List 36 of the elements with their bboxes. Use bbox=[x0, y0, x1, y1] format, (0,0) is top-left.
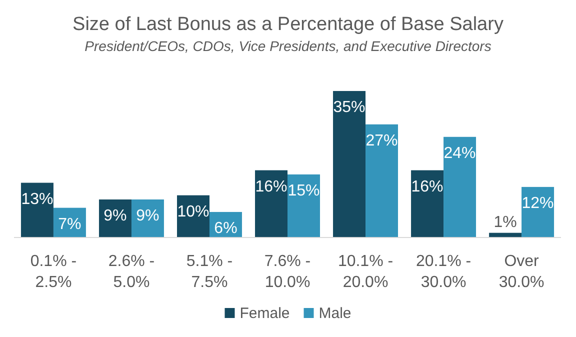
bar bbox=[288, 174, 320, 237]
bar bbox=[98, 199, 132, 237]
bar bbox=[333, 91, 366, 237]
bar bbox=[411, 170, 444, 237]
x-tick-label: 10.1% - 20.0% bbox=[338, 253, 394, 291]
bar bbox=[489, 232, 522, 237]
data-label: 10% bbox=[177, 203, 210, 220]
x-tick-label: 20.1% - 30.0% bbox=[416, 253, 472, 291]
data-label: 9% bbox=[104, 207, 127, 224]
x-tick-label: 7.6% - 10.0% bbox=[264, 253, 311, 291]
legend-label: Female bbox=[240, 305, 290, 322]
data-label: 13% bbox=[21, 190, 54, 208]
data-label: 1% bbox=[494, 214, 517, 231]
chart-subtitle: President/CEOs, CDOs, Vice Presidents, and Executive Directors bbox=[84, 38, 492, 54]
x-tick-label: Over 30.0% bbox=[498, 253, 544, 291]
x-tick-label: 0.1% - 2.5% bbox=[30, 253, 77, 291]
data-label: 27% bbox=[366, 132, 398, 150]
bar bbox=[255, 170, 288, 237]
data-label: 16% bbox=[255, 178, 288, 196]
bar bbox=[522, 186, 554, 237]
bar bbox=[444, 136, 476, 237]
data-label: 7% bbox=[58, 216, 82, 233]
legend-label: Male bbox=[318, 305, 352, 322]
data-label: 6% bbox=[214, 220, 238, 237]
data-label: 35% bbox=[333, 99, 366, 116]
data-label: 16% bbox=[411, 178, 444, 196]
x-tick-label: 2.6% - 5.0% bbox=[108, 253, 155, 291]
bar bbox=[131, 199, 164, 237]
data-label: 15% bbox=[288, 182, 320, 200]
bar bbox=[366, 124, 398, 237]
bar bbox=[20, 182, 54, 237]
x-tick-label: 5.1% - 7.5% bbox=[186, 253, 233, 291]
chart-title: Size of Last Bonus as a Percentage of Base Salary bbox=[72, 14, 504, 35]
data-label: 24% bbox=[444, 144, 476, 162]
data-label: 12% bbox=[522, 194, 554, 212]
data-label: 9% bbox=[136, 207, 160, 224]
